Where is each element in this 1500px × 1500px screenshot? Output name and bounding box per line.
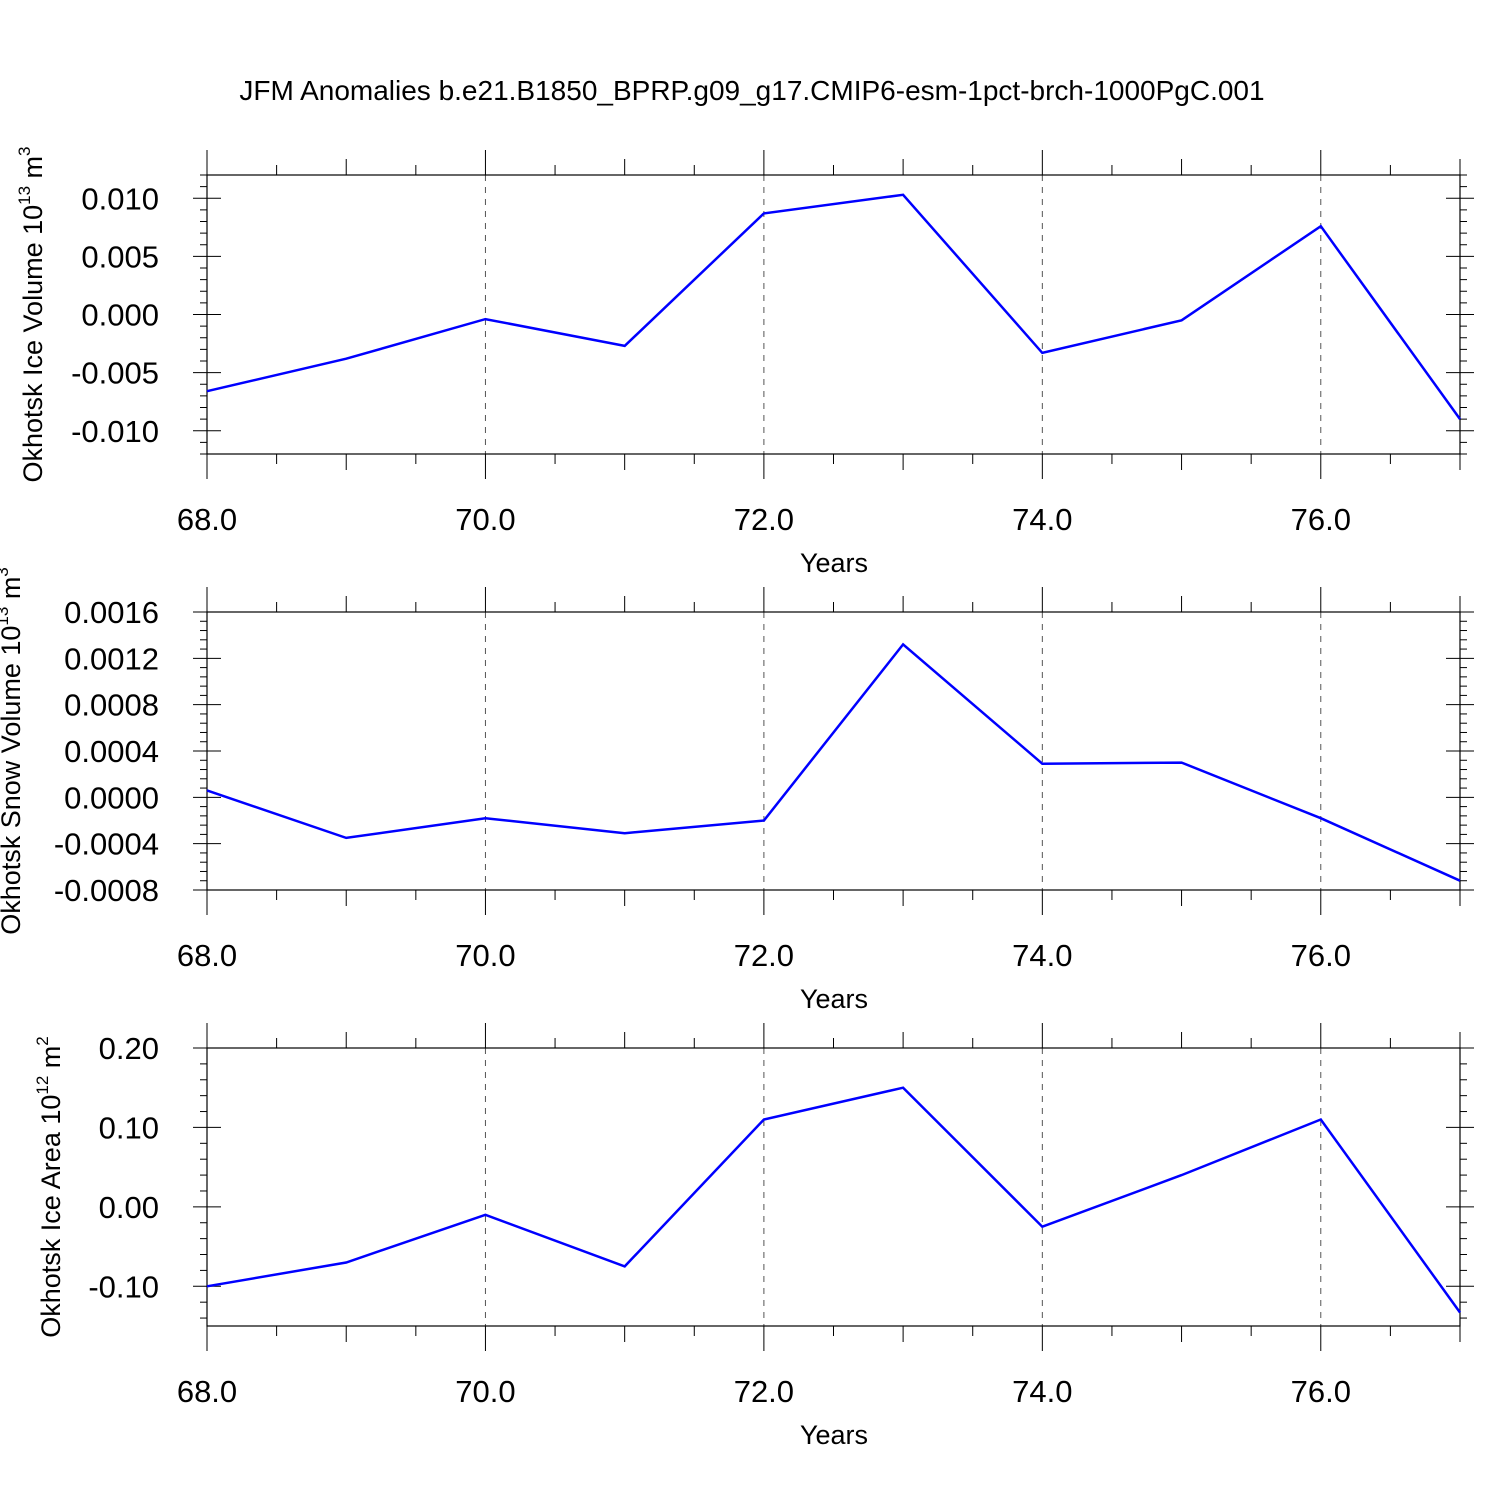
y-axis-title: Okhotsk Ice Volume 1013 m3 bbox=[15, 146, 48, 482]
y-tick-label: 0.0008 bbox=[64, 688, 159, 723]
y-tick-label: 0.10 bbox=[99, 1110, 159, 1145]
x-tick-label: 72.0 bbox=[734, 502, 794, 537]
plot-frame bbox=[206, 1047, 1461, 1327]
y-tick-label: 0.0012 bbox=[64, 641, 159, 676]
series-line-1 bbox=[206, 642, 1461, 882]
y-tick-label: -0.10 bbox=[88, 1269, 159, 1304]
panel-1: -0.010 -0.005 0.000 0.005 0.010 68.0 70.0 72.0 7… bbox=[15, 146, 1474, 578]
y-tick-label: -0.010 bbox=[71, 414, 159, 449]
y-axis-title: Okhotsk Ice Area 1012 m2 bbox=[33, 1036, 66, 1338]
x-tick-label: 72.0 bbox=[734, 1374, 794, 1409]
y-tick-label: 0.000 bbox=[81, 298, 159, 333]
series-line-1 bbox=[206, 1086, 1462, 1314]
x-tick-label: 76.0 bbox=[1291, 502, 1351, 537]
x-axis-title: Years bbox=[800, 548, 868, 578]
y-tick-label: -0.0008 bbox=[54, 873, 159, 908]
x-tick-label: 74.0 bbox=[1012, 502, 1072, 537]
y-tick-label: -0.005 bbox=[71, 356, 159, 391]
y-tick-label: -0.0004 bbox=[54, 827, 159, 862]
y-tick-label: 0.20 bbox=[99, 1031, 159, 1066]
y-tick-label: 0.0004 bbox=[64, 734, 159, 769]
y-tick-label: 0.0016 bbox=[64, 595, 159, 630]
y-tick-label: 0.010 bbox=[81, 181, 159, 216]
figure-title: JFM Anomalies b.e21.B1850_BPRP.g09_g17.C… bbox=[239, 75, 1264, 106]
x-tick-label: 72.0 bbox=[734, 938, 794, 973]
plot-frame bbox=[206, 174, 1461, 455]
series-line-1 bbox=[206, 193, 1462, 420]
y-tick-label: 0.005 bbox=[81, 239, 159, 274]
x-tick-label: 68.0 bbox=[177, 1374, 237, 1409]
x-tick-label: 68.0 bbox=[177, 502, 237, 537]
x-tick-label: 70.0 bbox=[455, 502, 515, 537]
x-tick-label: 74.0 bbox=[1012, 938, 1072, 973]
y-axis-title: Okhotsk Snow Volume 1013 m3 bbox=[0, 567, 26, 935]
x-tick-label: 68.0 bbox=[177, 938, 237, 973]
panel-2: -0.0008 -0.0004 0.0000 0.0004 0.0008 0.0012 0.… bbox=[0, 567, 1474, 1014]
x-tick-label: 74.0 bbox=[1012, 1374, 1072, 1409]
x-tick-label: 70.0 bbox=[455, 1374, 515, 1409]
x-tick-label: 70.0 bbox=[455, 938, 515, 973]
panel-3: -0.10 0.00 0.10 0.20 68.0 70.0 72.0 74.0 76.0 Yea… bbox=[33, 1023, 1474, 1450]
x-tick-label: 76.0 bbox=[1291, 1374, 1351, 1409]
x-tick-label: 76.0 bbox=[1291, 938, 1351, 973]
y-tick-label: 0.00 bbox=[99, 1190, 159, 1225]
y-tick-label: 0.0000 bbox=[64, 780, 159, 815]
x-axis-title: Years bbox=[800, 1420, 868, 1450]
x-axis-title: Years bbox=[800, 984, 868, 1014]
plot-frame bbox=[206, 611, 1461, 891]
